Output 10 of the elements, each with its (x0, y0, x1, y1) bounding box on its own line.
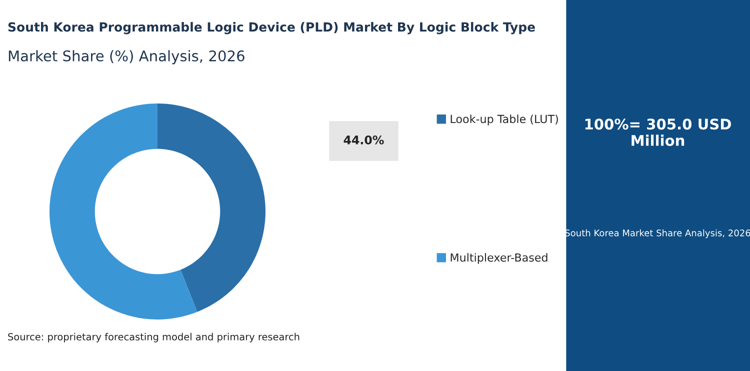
data-label: 44.0% (344, 135, 384, 144)
legend-label: Multiplexer-Based (450, 253, 548, 264)
donut-slice (158, 103, 266, 312)
chart-title: South Korea Programmable Logic Device (PLD) Market By Logic Block Type (8, 22, 535, 34)
donut-slice (50, 103, 198, 320)
text: South Korea Market Share Analysis, 2026 (565, 229, 750, 238)
source-note: Source: proprietary forecasting model and primary research (8, 332, 300, 342)
chart-subtitle: Market Share (%) Analysis, 2026 (8, 50, 244, 64)
legend-label: Look-up Table (LUT) (450, 114, 558, 126)
text: 100%= 305.0 USD Million (585, 118, 731, 146)
